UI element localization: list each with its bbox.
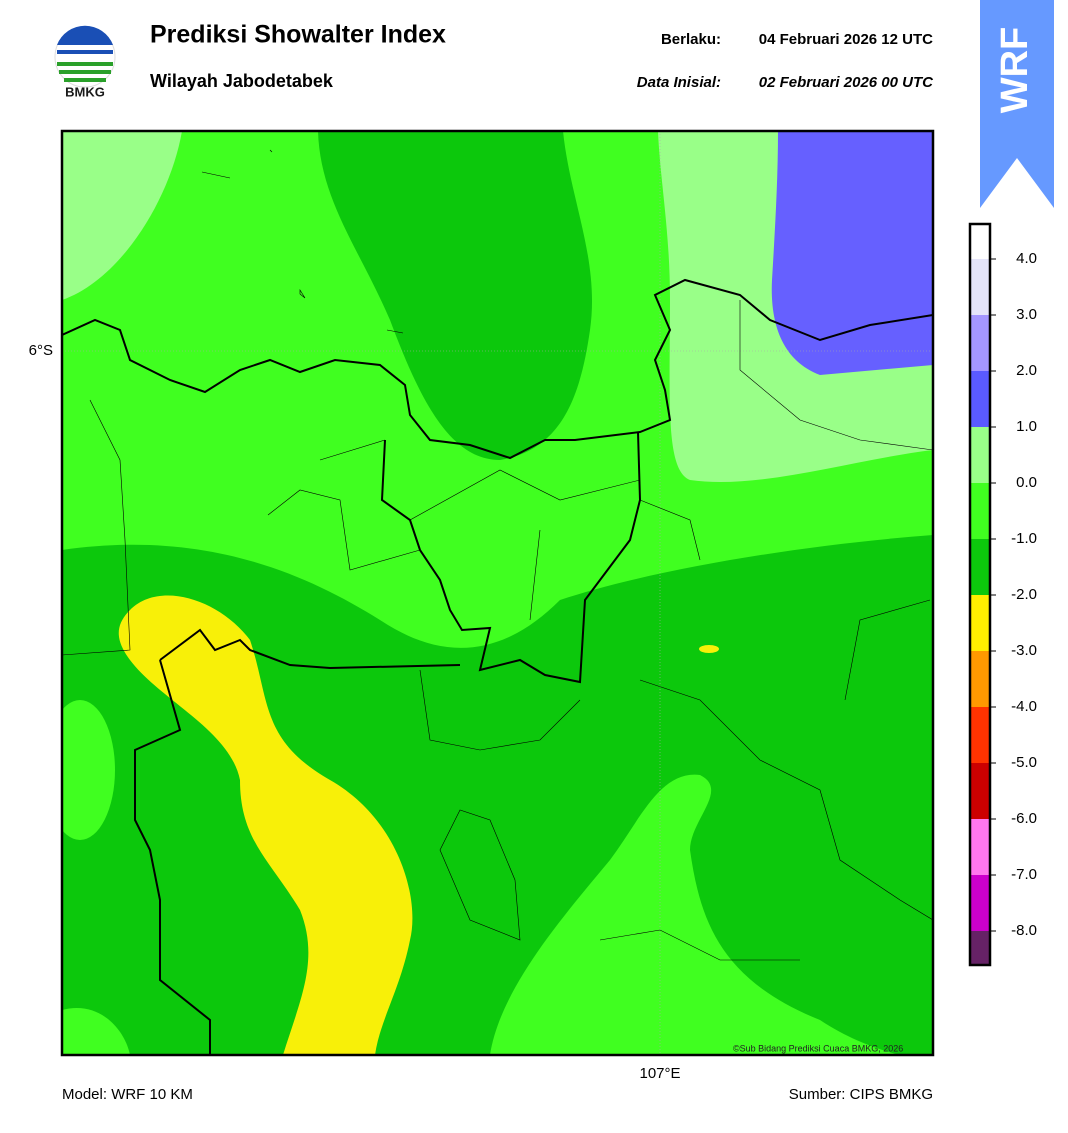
colorbar-bin — [970, 931, 990, 965]
colorbar-label: -8.0 — [1011, 922, 1037, 939]
valid-label: Berlaku: — [661, 31, 721, 48]
colorbar-label: -3.0 — [1011, 642, 1037, 659]
colorbar-label: -4.0 — [1011, 698, 1037, 715]
map-frame — [60, 129, 935, 1057]
colorbar-label: -5.0 — [1011, 754, 1037, 771]
badge-text: WRF — [994, 27, 1036, 114]
lon-label: 107°E — [639, 1065, 680, 1082]
subtitle: Wilayah Jabodetabek — [150, 71, 334, 91]
init-label: Data Inisial: — [637, 74, 721, 91]
colorbar-bin — [970, 483, 990, 539]
colorbar-bin — [970, 224, 990, 259]
colorbar-bin — [970, 819, 990, 875]
lat-label: 6°S — [29, 342, 53, 359]
colorbar-bin — [970, 427, 990, 483]
colorbar-label: -6.0 — [1011, 810, 1037, 827]
colorbar-label: 3.0 — [1016, 306, 1037, 323]
colorbar-bin — [970, 315, 990, 371]
colorbar-bin — [970, 371, 990, 427]
colorbar-label: 2.0 — [1016, 362, 1037, 379]
logo-text: BMKG — [65, 84, 105, 99]
colorbar-label: -2.0 — [1011, 586, 1037, 603]
valid-time: 04 Februari 2026 12 UTC — [759, 31, 933, 48]
colorbar-label: 4.0 — [1016, 250, 1037, 267]
colorbar-bin — [970, 595, 990, 651]
colorbar-bin — [970, 651, 990, 707]
logo: BMKG — [54, 25, 116, 99]
colorbar-bin — [970, 707, 990, 763]
colorbar-bin — [970, 763, 990, 819]
colorbar-label: 1.0 — [1016, 418, 1037, 435]
footer-model: Model: WRF 10 KM — [62, 1086, 193, 1103]
colorbar-bin — [970, 259, 990, 315]
colorbar-bin — [970, 875, 990, 931]
colorbar-label: -1.0 — [1011, 530, 1037, 547]
footer-source: Sumber: CIPS BMKG — [789, 1086, 933, 1103]
init-time: 02 Februari 2026 00 UTC — [759, 74, 934, 91]
copyright: ©Sub Bidang Prediksi Cuaca BMKG, 2026 — [733, 1043, 903, 1053]
title: Prediksi Showalter Index — [150, 21, 446, 49]
badge — [980, 0, 1054, 208]
colorbar-label: 0.0 — [1016, 474, 1037, 491]
map — [62, 131, 933, 1055]
colorbar-bin — [970, 539, 990, 595]
colorbar: 4.0 3.0 2.0 1.0 0.0 -1.0 -2.0 -3.0 -4.0 -5.0 -6.0 -… — [968, 222, 1037, 967]
colorbar-label: -7.0 — [1011, 866, 1037, 883]
